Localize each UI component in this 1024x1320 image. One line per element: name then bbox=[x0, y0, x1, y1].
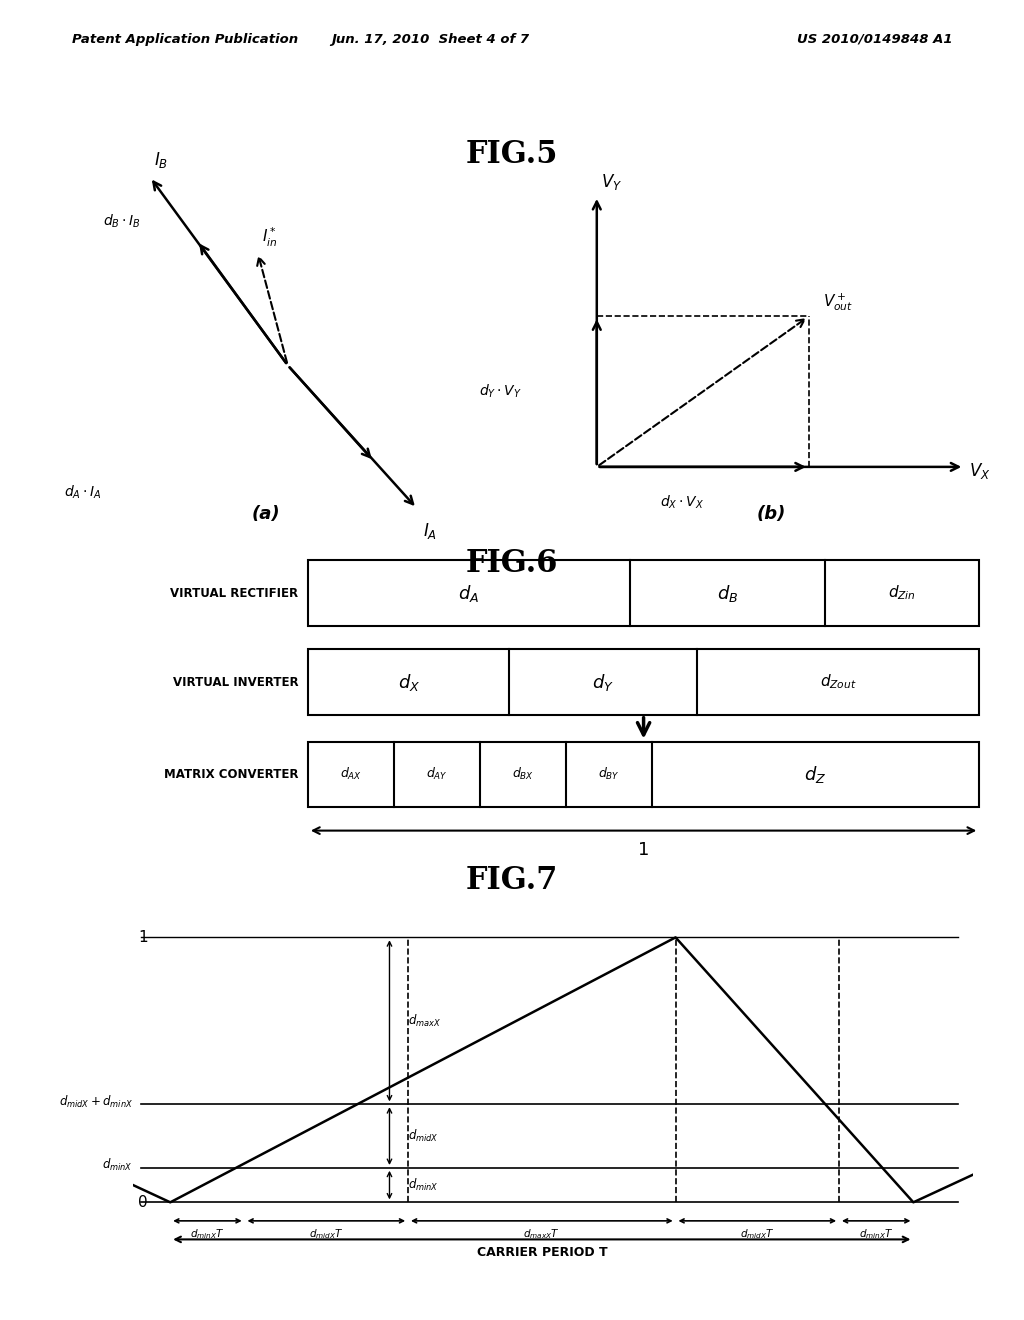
Text: VIRTUAL INVERTER: VIRTUAL INVERTER bbox=[173, 676, 298, 689]
Text: (b): (b) bbox=[757, 506, 785, 523]
Text: $d_{BY}$: $d_{BY}$ bbox=[598, 766, 620, 783]
Text: 0: 0 bbox=[138, 1195, 148, 1210]
Bar bbox=[308, 649, 979, 715]
Text: $d_Y$: $d_Y$ bbox=[592, 672, 614, 693]
Text: $V_{out}^+$: $V_{out}^+$ bbox=[823, 290, 853, 313]
Text: $d_Z$: $d_Z$ bbox=[804, 764, 826, 784]
Text: $d_{BX}$: $d_{BX}$ bbox=[512, 766, 534, 783]
Text: VIRTUAL RECTIFIER: VIRTUAL RECTIFIER bbox=[170, 586, 298, 599]
Text: Patent Application Publication: Patent Application Publication bbox=[72, 33, 298, 46]
Text: $d_{minX}T$: $d_{minX}T$ bbox=[190, 1228, 224, 1241]
Text: FIG.5: FIG.5 bbox=[466, 139, 558, 169]
Text: $d_{minX}$: $d_{minX}$ bbox=[408, 1177, 439, 1193]
Text: MATRIX CONVERTER: MATRIX CONVERTER bbox=[164, 768, 298, 780]
Text: $d_{midX}T$: $d_{midX}T$ bbox=[740, 1228, 774, 1241]
Bar bbox=[308, 742, 979, 807]
Text: $d_{Zin}$: $d_{Zin}$ bbox=[888, 583, 916, 602]
Text: $d_X \cdot V_X$: $d_X \cdot V_X$ bbox=[659, 494, 703, 511]
Text: $d_{midX}+d_{minX}$: $d_{midX}+d_{minX}$ bbox=[59, 1093, 133, 1110]
Text: (a): (a) bbox=[252, 506, 281, 523]
Text: US 2010/0149848 A1: US 2010/0149848 A1 bbox=[797, 33, 952, 46]
Text: 1: 1 bbox=[638, 841, 649, 859]
Text: $I_{in}^*$: $I_{in}^*$ bbox=[262, 226, 278, 248]
Text: $I_B$: $I_B$ bbox=[155, 149, 169, 170]
Text: $d_X$: $d_X$ bbox=[397, 672, 420, 693]
Text: $d_B$: $d_B$ bbox=[717, 582, 738, 603]
Text: FIG.6: FIG.6 bbox=[466, 548, 558, 578]
Text: $d_{minX}T$: $d_{minX}T$ bbox=[859, 1228, 894, 1241]
Text: $d_A$: $d_A$ bbox=[459, 582, 479, 603]
Text: $d_{midX}$: $d_{midX}$ bbox=[408, 1129, 439, 1144]
Text: Jun. 17, 2010  Sheet 4 of 7: Jun. 17, 2010 Sheet 4 of 7 bbox=[331, 33, 529, 46]
Text: $d_{maxX}T$: $d_{maxX}T$ bbox=[523, 1228, 560, 1241]
Text: $V_Y$: $V_Y$ bbox=[601, 172, 623, 193]
Text: $d_{AY}$: $d_{AY}$ bbox=[426, 766, 447, 783]
Text: $d_A \cdot I_A$: $d_A \cdot I_A$ bbox=[65, 484, 101, 502]
Text: $d_{AX}$: $d_{AX}$ bbox=[340, 766, 361, 783]
Text: $d_{Zout}$: $d_{Zout}$ bbox=[820, 673, 857, 692]
Text: $d_Y \cdot V_Y$: $d_Y \cdot V_Y$ bbox=[479, 383, 522, 400]
Text: $d_{midX}T$: $d_{midX}T$ bbox=[309, 1228, 344, 1241]
Text: CARRIER PERIOD T: CARRIER PERIOD T bbox=[476, 1246, 607, 1259]
Text: $I_A$: $I_A$ bbox=[423, 521, 437, 541]
Bar bbox=[308, 560, 979, 626]
Text: FIG.7: FIG.7 bbox=[466, 865, 558, 895]
Text: $d_B \cdot I_B$: $d_B \cdot I_B$ bbox=[102, 213, 140, 230]
Text: $d_{maxX}$: $d_{maxX}$ bbox=[408, 1012, 441, 1028]
Text: 1: 1 bbox=[138, 929, 148, 945]
Text: $d_{minX}$: $d_{minX}$ bbox=[102, 1158, 133, 1173]
Text: $V_X$: $V_X$ bbox=[969, 461, 990, 480]
